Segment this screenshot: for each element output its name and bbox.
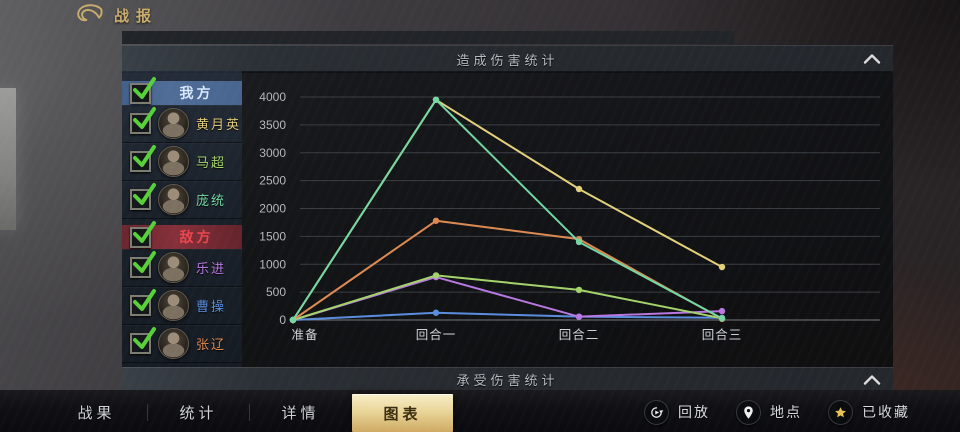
avatar-zhangliao [158,328,189,359]
bottom-tab-bar: 战果 统计 详情 图表 回放 [0,390,960,432]
member-row-pangtong[interactable]: 庞统 [122,181,242,219]
favorite-button[interactable]: 已收藏 [828,399,910,425]
svg-text:回合三: 回合三 [702,327,743,342]
tab-label: 详情 [281,404,320,422]
tab-statistics[interactable]: 统计 [148,391,249,432]
svg-text:回合二: 回合二 [559,327,600,342]
member-checkbox-pangtong[interactable] [130,183,156,210]
svg-text:0: 0 [279,313,286,327]
page-title: 战报 [114,8,159,25]
member-checkbox-zhangliao[interactable] [130,327,156,354]
damage-taken-title: 承受伤害统计 [456,373,559,388]
report-panel: 造成伤害统计 我方 黄月英 [120,30,895,392]
damage-chart: 0 500 1000 1500 2000 2500 3000 3500 4000 准备 回合一 回合二… [259,90,880,342]
member-name-zhangliao: 张辽 [196,337,227,352]
tab-label: 战果 [77,404,116,422]
tab-battle-result[interactable]: 战果 [46,391,147,432]
tab-label: 图表 [383,405,422,423]
member-row-caocao[interactable]: 曹操 [122,287,242,325]
chart-region: 0 500 1000 1500 2000 2500 3000 3500 4000 准备 回合一 回合二… [242,71,893,367]
unit-filter-sidebar: 我方 黄月英 马超 庞统 [122,71,242,367]
location-label: 地点 [770,404,802,420]
damage-taken-header[interactable]: 承受伤害统计 [122,367,893,392]
member-name-machao: 马超 [196,155,227,170]
enemy-group-checkbox[interactable] [130,220,156,248]
location-button[interactable]: 地点 [736,399,802,425]
left-light-decoration [0,88,16,230]
header: 战报 [0,0,960,30]
member-row-huangyueying[interactable]: 黄月英 [122,105,242,143]
member-name-caocao: 曹操 [196,299,227,314]
avatar-machao [158,146,189,177]
replay-icon [644,399,669,425]
tab-divider [147,403,148,421]
svg-text:回合一: 回合一 [416,327,457,342]
member-checkbox-caocao[interactable] [130,289,156,316]
ally-group-checkbox[interactable] [130,76,156,104]
tab-details[interactable]: 详情 [250,391,351,432]
ally-group-label: 我方 [179,85,214,101]
svg-text:准备: 准备 [291,328,318,342]
svg-text:2500: 2500 [259,174,286,188]
member-checkbox-lejin[interactable] [130,251,156,278]
avatar-pangtong [158,184,189,215]
avatar-lejin [158,252,189,283]
avatar-huangyueying [158,108,189,139]
chevron-up-icon[interactable] [863,374,881,385]
tab-label: 统计 [179,404,218,422]
svg-text:3000: 3000 [259,146,286,160]
location-icon [736,399,761,425]
svg-text:1000: 1000 [259,257,286,271]
svg-text:2000: 2000 [259,202,286,216]
damage-dealt-title: 造成伤害统计 [456,52,559,68]
ally-group-row[interactable]: 我方 [122,76,242,105]
replay-button[interactable]: 回放 [644,399,710,425]
svg-text:1500: 1500 [259,229,286,243]
svg-text:3500: 3500 [259,118,286,132]
svg-text:4000: 4000 [259,90,286,104]
chevron-up-icon[interactable] [863,54,881,65]
member-row-lejin[interactable]: 乐进 [122,249,242,287]
member-row-zhangliao[interactable]: 张辽 [122,325,242,363]
damage-dealt-header[interactable]: 造成伤害统计 [122,45,893,73]
tab-divider [249,403,250,421]
replay-label: 回放 [678,404,710,420]
member-name-pangtong: 庞统 [196,193,227,208]
favorite-label: 已收藏 [862,404,910,420]
action-buttons: 回放 地点 已收藏 [644,391,910,432]
enemy-group-label: 敌方 [179,229,214,245]
tab-group: 战果 统计 详情 图表 [46,391,453,432]
avatar-caocao [158,290,189,321]
svg-text:500: 500 [266,285,286,299]
member-checkbox-machao[interactable] [130,145,156,172]
star-icon [828,399,853,425]
back-swoosh-icon[interactable] [72,2,108,28]
member-name-huangyueying: 黄月英 [196,117,242,132]
member-checkbox-huangyueying[interactable] [130,107,156,134]
tab-chart[interactable]: 图表 [352,394,453,432]
panel-top-strip [122,31,734,44]
member-name-lejin: 乐进 [196,261,227,276]
member-row-machao[interactable]: 马超 [122,143,242,181]
enemy-group-row[interactable]: 敌方 [122,220,242,249]
